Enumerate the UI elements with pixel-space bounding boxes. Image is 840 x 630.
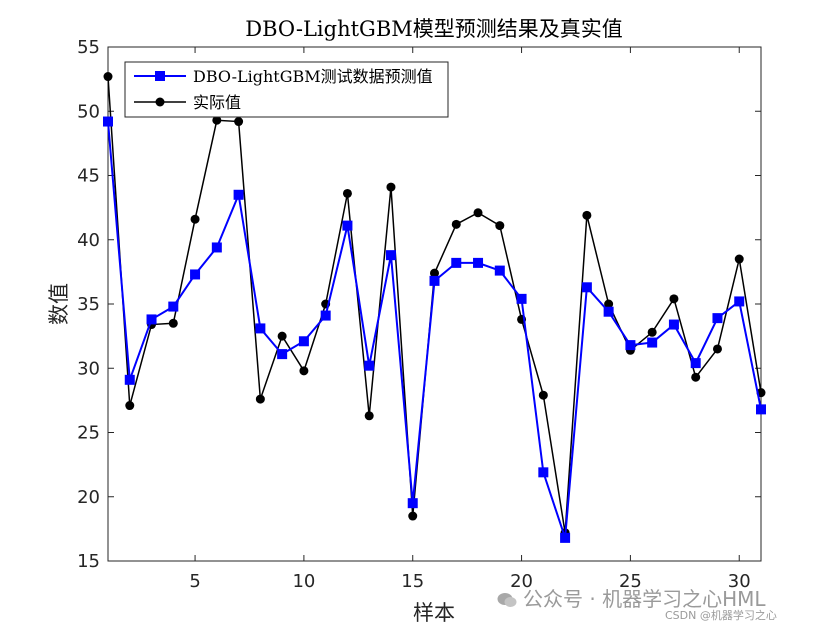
legend: DBO-LightGBM测试数据预测值 实际值 bbox=[124, 61, 449, 118]
data-point-predicted bbox=[103, 116, 113, 127]
y-tick-label: 45 bbox=[77, 166, 100, 187]
y-tick-label: 35 bbox=[77, 294, 100, 315]
watermark-line1: 公众号 · 机器学习之心HML bbox=[497, 583, 766, 612]
data-point-predicted bbox=[690, 358, 701, 369]
data-point-predicted bbox=[320, 310, 331, 321]
data-point-actual bbox=[364, 411, 374, 421]
y-tick-label: 40 bbox=[77, 230, 100, 251]
data-point-actual bbox=[190, 214, 200, 224]
y-tick-label: 50 bbox=[77, 101, 100, 122]
x-tick-label: 15 bbox=[401, 571, 424, 592]
legend-label-actual: 实际值 bbox=[193, 93, 241, 112]
data-point-predicted bbox=[516, 293, 527, 304]
data-point-actual bbox=[168, 318, 178, 328]
data-point-predicted bbox=[233, 189, 244, 200]
data-point-actual bbox=[647, 327, 657, 337]
data-point-predicted bbox=[211, 242, 222, 253]
data-point-actual bbox=[234, 117, 244, 127]
data-point-actual bbox=[712, 344, 722, 354]
data-point-actual bbox=[451, 219, 461, 229]
x-tick-label: 20 bbox=[510, 571, 533, 592]
legend-label-predicted: DBO-LightGBM测试数据预测值 bbox=[193, 67, 433, 86]
data-point-predicted bbox=[429, 275, 440, 286]
legend-marker-predicted bbox=[155, 71, 165, 81]
data-point-actual bbox=[669, 294, 679, 304]
plot-area bbox=[107, 46, 762, 562]
data-point-predicted bbox=[298, 336, 309, 347]
data-point-predicted bbox=[668, 319, 679, 330]
y-tick-label: 25 bbox=[77, 423, 100, 444]
watermark-line2: CSDN @机器学习之心 bbox=[665, 609, 777, 622]
data-point-predicted bbox=[734, 296, 745, 307]
x-tick-label: 5 bbox=[189, 571, 200, 592]
data-point-actual bbox=[212, 115, 222, 125]
data-point-actual bbox=[103, 72, 113, 82]
x-tick-label: 25 bbox=[619, 571, 642, 592]
data-point-actual bbox=[430, 268, 439, 278]
chart-title: DBO-LightGBM模型预测结果及真实值 bbox=[245, 17, 623, 41]
data-point-predicted bbox=[168, 301, 179, 312]
data-point-predicted bbox=[538, 467, 549, 478]
data-point-actual bbox=[582, 210, 592, 220]
data-point-predicted bbox=[342, 220, 353, 231]
data-point-actual bbox=[386, 182, 396, 192]
watermark: 公众号 · 机器学习之心HML CSDN @机器学习之心 bbox=[497, 583, 827, 622]
legend-marker-actual bbox=[155, 97, 165, 107]
data-point-predicted bbox=[364, 360, 375, 371]
data-point-predicted bbox=[255, 323, 266, 334]
data-point-predicted bbox=[756, 404, 766, 415]
y-tick-label: 55 bbox=[77, 37, 100, 58]
data-point-actual bbox=[408, 511, 418, 521]
data-point-predicted bbox=[560, 532, 571, 543]
data-point-actual bbox=[125, 401, 135, 411]
data-point-actual bbox=[299, 366, 309, 376]
x-tick-label: 30 bbox=[728, 571, 751, 592]
y-tick-label: 30 bbox=[77, 358, 100, 379]
y-tick-label: 20 bbox=[77, 487, 100, 508]
data-point-predicted bbox=[190, 269, 201, 280]
data-point-actual bbox=[342, 188, 352, 198]
data-point-actual bbox=[473, 208, 483, 218]
y-axis-label: 数值 bbox=[47, 283, 71, 325]
data-point-actual bbox=[734, 254, 744, 264]
data-point-actual bbox=[538, 390, 548, 400]
data-point-predicted bbox=[146, 314, 157, 325]
data-point-predicted bbox=[712, 313, 723, 324]
data-point-actual bbox=[604, 299, 614, 309]
data-point-predicted bbox=[124, 374, 135, 385]
x-tick-label: 10 bbox=[292, 571, 315, 592]
series-layer bbox=[103, 72, 766, 543]
y-tick-label: 15 bbox=[77, 551, 100, 572]
data-point-predicted bbox=[625, 340, 636, 351]
data-point-actual bbox=[277, 331, 287, 341]
watermark-text: 公众号 · 机器学习之心HML bbox=[523, 587, 766, 611]
data-point-actual bbox=[495, 221, 505, 231]
data-point-predicted bbox=[603, 306, 614, 317]
data-point-predicted bbox=[385, 250, 396, 261]
legend-box bbox=[124, 61, 449, 118]
data-point-predicted bbox=[494, 265, 505, 276]
data-point-predicted bbox=[277, 349, 288, 360]
data-point-predicted bbox=[473, 257, 484, 268]
axis-ticks: 5 10 15 20 25 30 15 20 25 30 35 40 45 50 55 bbox=[77, 37, 761, 592]
wechat-logo-icon bbox=[497, 593, 517, 607]
data-point-predicted bbox=[407, 498, 418, 509]
data-point-predicted bbox=[451, 257, 462, 268]
x-axis-label: 样本 bbox=[413, 601, 455, 625]
data-point-predicted bbox=[581, 282, 592, 293]
data-point-actual bbox=[691, 372, 701, 382]
data-point-predicted bbox=[647, 337, 658, 348]
data-point-actual bbox=[255, 394, 265, 404]
